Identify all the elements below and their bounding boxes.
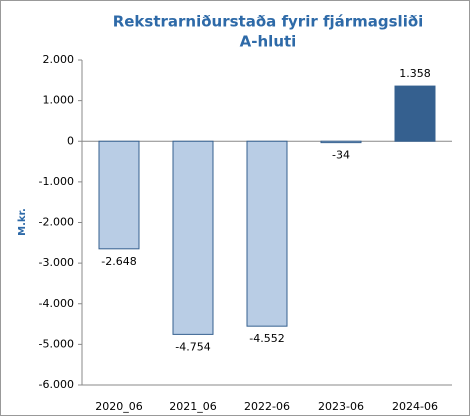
data-label: -34 — [332, 149, 350, 162]
bar — [98, 140, 140, 250]
y-tick-label: -6.000 — [39, 378, 74, 391]
chart-title: Rekstrarniðurstaða fyrir fjármagsliði — [113, 13, 424, 31]
chart-title: A-hluti — [240, 33, 297, 51]
bar — [394, 85, 436, 142]
y-tick-label: -5.000 — [39, 337, 74, 350]
y-tick-label: 2.000 — [43, 53, 75, 66]
y-tick-label: -4.000 — [39, 297, 74, 310]
y-tick-label: -3.000 — [39, 256, 74, 269]
x-tick-label: 2022-06 — [244, 400, 290, 413]
bar — [246, 140, 288, 327]
y-tick-label: 1.000 — [43, 94, 75, 107]
data-label: 1.358 — [399, 67, 431, 80]
data-label: -2.648 — [101, 255, 136, 268]
x-tick-label: 2023-06 — [318, 400, 364, 413]
y-tick-label: -1.000 — [39, 175, 74, 188]
y-tick-label: 0 — [67, 134, 74, 147]
data-label: -4.552 — [249, 332, 284, 345]
x-tick-label: 2021_06 — [169, 400, 217, 413]
data-label: -4.754 — [175, 340, 210, 353]
x-tick-label: 2020_06 — [95, 400, 143, 413]
bar — [172, 140, 214, 335]
x-tick-label: 2024-06 — [392, 400, 438, 413]
y-axis-label: M.kr. — [17, 208, 28, 236]
y-tick-label: -2.000 — [39, 216, 74, 229]
bar — [320, 140, 362, 144]
